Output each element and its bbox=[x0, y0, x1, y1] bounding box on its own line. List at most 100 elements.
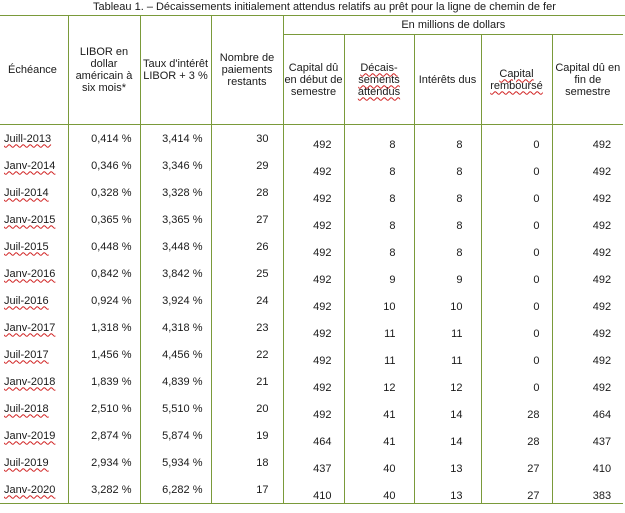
cell-nombre: 21 bbox=[211, 368, 284, 395]
cell-decaissements: 8 bbox=[344, 179, 415, 206]
cell-interets: 13 bbox=[414, 476, 482, 504]
cell-decaissements: 11 bbox=[344, 314, 415, 341]
cell-decaissements: 40 bbox=[344, 449, 415, 476]
table-row: Juil-2014 0,328 % 3,328 % 28 492 8 8 0 492 bbox=[0, 179, 623, 206]
cell-echeance: Juil-2014 bbox=[0, 179, 69, 206]
cell-interets: 10 bbox=[414, 287, 482, 314]
cell-interets: 8 bbox=[414, 233, 482, 260]
cell-rembourse: 0 bbox=[481, 206, 553, 233]
cell-capital-fin: 437 bbox=[592, 436, 612, 448]
table-row: Juil-2019 2,934 % 5,934 % 18 437 40 13 27 410 bbox=[0, 449, 623, 476]
cell-capital-fin: 492 bbox=[592, 328, 612, 340]
cell-nombre: 20 bbox=[211, 395, 284, 422]
cell-libor: 1,839 % bbox=[68, 368, 141, 395]
cell-echeance: Janv-2014 bbox=[0, 152, 69, 179]
cell-nombre: 18 bbox=[211, 449, 284, 476]
cell-nombre: 26 bbox=[211, 233, 284, 260]
cell-rembourse: 27 bbox=[481, 476, 553, 504]
cell-libor: 1,318 % bbox=[68, 314, 141, 341]
cell-echeance: Juil-2015 bbox=[0, 233, 69, 260]
table-row: Janv-2020 3,282 % 6,282 % 17 410 40 13 27 383 bbox=[0, 476, 624, 504]
cell-taux: 3,842 % bbox=[140, 260, 212, 287]
cell-capital-fin: 492 bbox=[592, 355, 612, 367]
cell-decaissements: 8 bbox=[344, 233, 415, 260]
cell-capital-fin: 492 bbox=[592, 247, 612, 259]
table-row: Janv-2018 1,839 % 4,839 % 21 492 12 12 0 492 bbox=[0, 368, 623, 395]
cell-interets: 8 bbox=[414, 179, 482, 206]
cell-capital-debut: 492 bbox=[283, 206, 345, 233]
header-taux: Taux d'intérêt LIBOR + 3 % bbox=[140, 16, 212, 125]
cell-capital-debut: 492 bbox=[283, 152, 345, 179]
cell-capital-fin: 464 bbox=[592, 409, 612, 421]
cell-libor: 0,448 % bbox=[68, 233, 141, 260]
table-row: Juil-2018 2,510 % 5,510 % 20 492 41 14 28 464 bbox=[0, 395, 623, 422]
cell-echeance: Janv-2015 bbox=[0, 206, 69, 233]
cell-interets: 9 bbox=[414, 260, 482, 287]
cell-rembourse: 28 bbox=[481, 395, 553, 422]
cell-libor: 2,510 % bbox=[68, 395, 141, 422]
cell-interets: 12 bbox=[414, 368, 482, 395]
cell-libor: 0,365 % bbox=[68, 206, 141, 233]
cell-capital-debut: 492 bbox=[283, 341, 345, 368]
header-libor: LIBOR en dollar américain à six mois* bbox=[68, 16, 141, 125]
cell-capital-debut: 492 bbox=[283, 395, 345, 422]
cell-taux: 4,456 % bbox=[140, 341, 212, 368]
cell-decaissements: 40 bbox=[344, 476, 415, 504]
cell-interets: 11 bbox=[414, 314, 482, 341]
cell-echeance: Juil-2017 bbox=[0, 341, 69, 368]
cell-taux: 5,874 % bbox=[140, 422, 212, 449]
cell-decaissements: 12 bbox=[344, 368, 415, 395]
header-interets: Intérêts dus bbox=[414, 34, 482, 125]
cell-nombre: 19 bbox=[211, 422, 284, 449]
cell-capital-debut: 464 bbox=[283, 422, 345, 449]
cell-nombre: 29 bbox=[211, 152, 284, 179]
cell-taux: 5,934 % bbox=[140, 449, 212, 476]
header-nombre: Nombre de paiements restants bbox=[211, 16, 284, 125]
cell-capital-debut: 437 bbox=[283, 449, 345, 476]
cell-echeance: Janv-2018 bbox=[0, 368, 69, 395]
cell-taux: 3,448 % bbox=[140, 233, 212, 260]
cell-decaissements: 41 bbox=[344, 422, 415, 449]
cell-libor: 0,842 % bbox=[68, 260, 141, 287]
header-decaissements: Décais-sements attendus bbox=[344, 34, 415, 125]
cell-libor: 0,346 % bbox=[68, 152, 141, 179]
cell-capital-debut: 492 bbox=[283, 368, 345, 395]
cell-interets: 14 bbox=[414, 395, 482, 422]
cell-interets: 8 bbox=[414, 206, 482, 233]
cell-rembourse: 0 bbox=[481, 233, 553, 260]
cell-capital-debut: 492 bbox=[283, 260, 345, 287]
cell-interets: 8 bbox=[414, 124, 482, 152]
table-title-text: Tableau 1. – Décaissements initialement … bbox=[93, 1, 556, 13]
cell-echeance: Juil-2016 bbox=[0, 287, 69, 314]
cell-rembourse: 0 bbox=[481, 124, 553, 152]
cell-nombre: 17 bbox=[211, 476, 284, 504]
cell-nombre: 24 bbox=[211, 287, 284, 314]
table-row: Juil-2015 0,448 % 3,448 % 26 492 8 8 0 492 bbox=[0, 233, 623, 260]
cell-libor: 2,934 % bbox=[68, 449, 141, 476]
cell-capital-fin: 492 bbox=[592, 301, 612, 313]
cell-taux: 3,414 % bbox=[140, 124, 212, 152]
cell-libor: 1,456 % bbox=[68, 341, 141, 368]
header-group-millions: En millions de dollars bbox=[283, 16, 624, 35]
cell-taux: 4,839 % bbox=[140, 368, 212, 395]
cell-rembourse: 0 bbox=[481, 152, 553, 179]
cell-rembourse: 0 bbox=[481, 341, 553, 368]
cell-capital-fin: 492 bbox=[592, 193, 612, 205]
header-capital-debut: Capital dû en début de semestre bbox=[283, 34, 345, 125]
cell-libor: 0,328 % bbox=[68, 179, 141, 206]
cell-nombre: 25 bbox=[211, 260, 284, 287]
table-row: Juill-2013 0,414 % 3,414 % 30 492 8 8 0 492 bbox=[0, 124, 623, 152]
cell-decaissements: 8 bbox=[344, 152, 415, 179]
cell-nombre: 23 bbox=[211, 314, 284, 341]
cell-taux: 3,328 % bbox=[140, 179, 212, 206]
cell-capital-fin: 492 bbox=[592, 139, 612, 151]
table-row: Janv-2017 1,318 % 4,318 % 23 492 11 11 0 492 bbox=[0, 314, 623, 341]
cell-libor: 0,414 % bbox=[68, 124, 141, 152]
cell-libor: 0,924 % bbox=[68, 287, 141, 314]
cell-rembourse: 0 bbox=[481, 287, 553, 314]
cell-decaissements: 11 bbox=[344, 341, 415, 368]
cell-rembourse: 0 bbox=[481, 368, 553, 395]
cell-taux: 3,365 % bbox=[140, 206, 212, 233]
cell-capital-debut: 410 bbox=[283, 476, 345, 504]
cell-interets: 14 bbox=[414, 422, 482, 449]
